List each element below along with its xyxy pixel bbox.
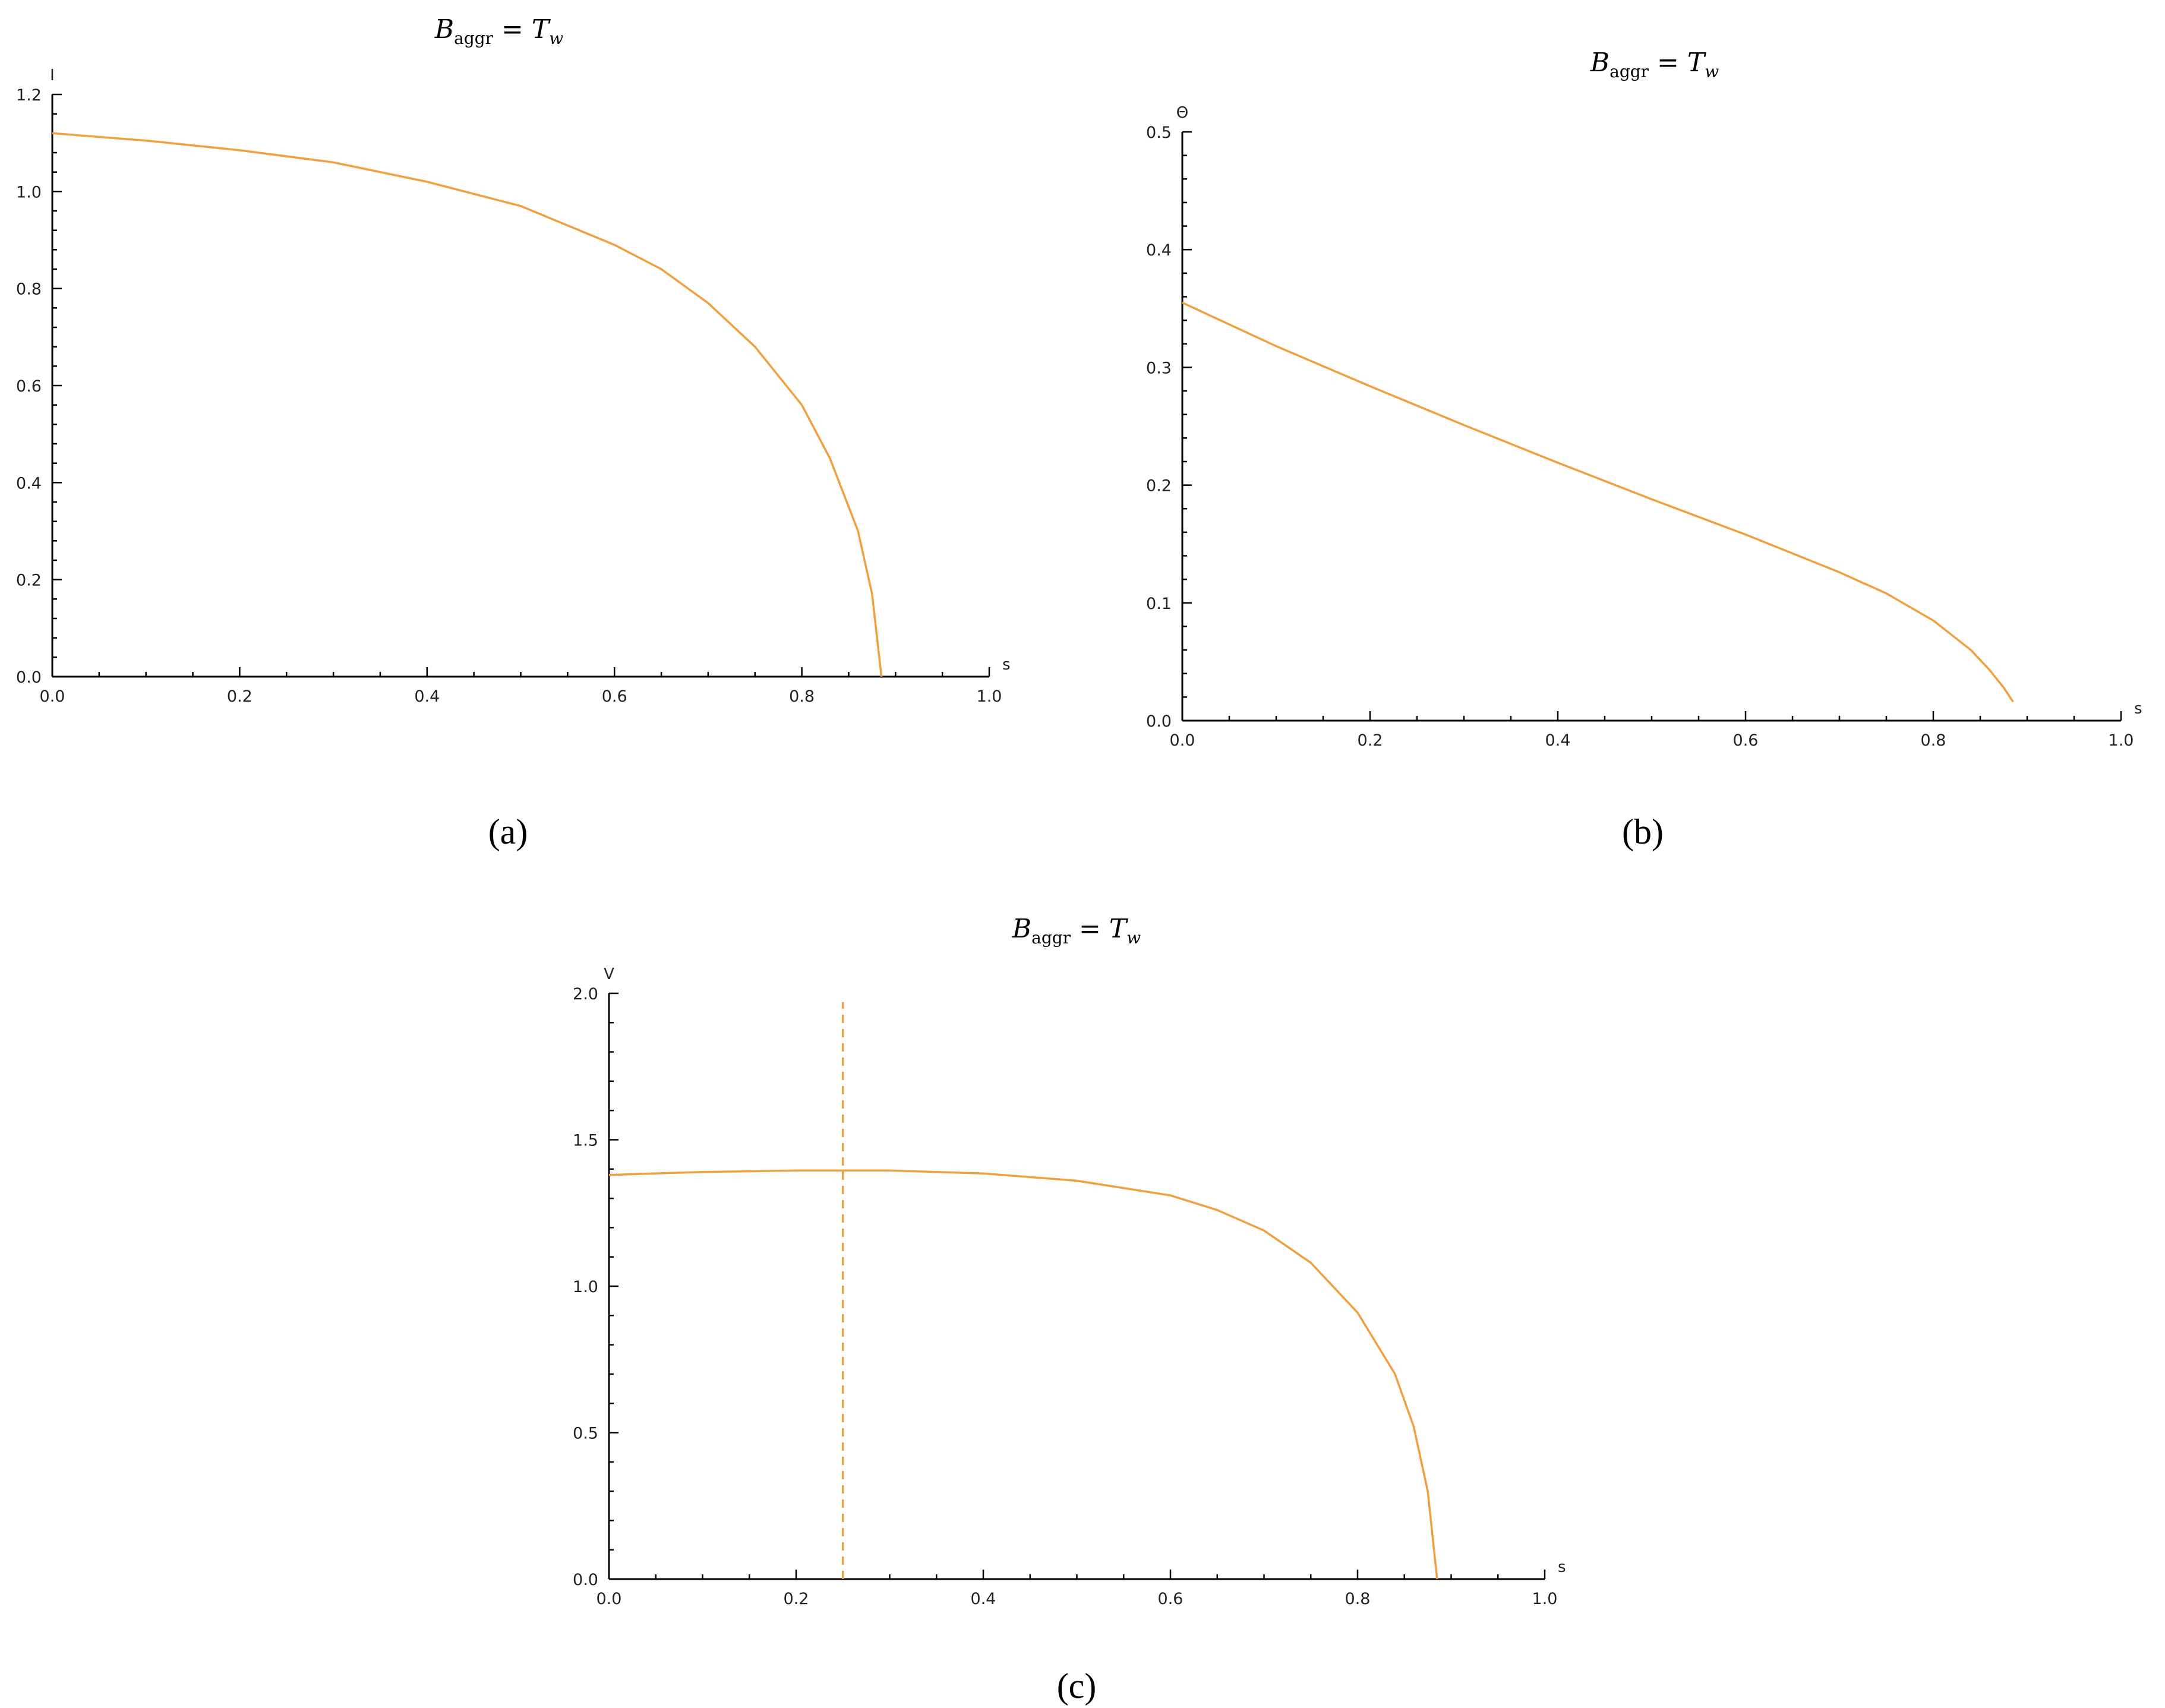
x-tick-label: 1.0 xyxy=(2109,731,2134,750)
panel-caption: (b) xyxy=(1622,812,1664,851)
chart-panel-1: Baggr = Tw 0.0 0.2 0.4 0.6 0.8 1.0 0.0 0.2 0.4 0.6… xyxy=(16,14,1011,851)
x-tick-label: 0.4 xyxy=(1545,731,1571,750)
chart-panel-3: Baggr = Tw 0.0 0.2 0.4 0.6 0.8 1.0 0.0 0.5 1.0 1.5… xyxy=(573,914,1566,1706)
x-tick-label: 0.4 xyxy=(971,1590,996,1608)
x-tick-label: 0.6 xyxy=(1158,1590,1184,1608)
y-tick-label: 0.5 xyxy=(1146,124,1172,142)
x-tick-label: 0.2 xyxy=(1358,731,1383,750)
chart-panel-2: Baggr = Tw 0.0 0.2 0.4 0.6 0.8 1.0 0.0 0.1 0.2 0.3… xyxy=(1146,48,2142,851)
y-axis-name: I xyxy=(50,67,55,84)
x-tick-label: 0.8 xyxy=(789,687,815,706)
y-tick-label: 0.0 xyxy=(1146,712,1172,731)
chart-title: Baggr = Tw xyxy=(1012,914,1141,948)
x-tick-label: 0.6 xyxy=(602,687,627,706)
y-axis-name: Θ xyxy=(1176,104,1188,122)
panel-caption: (c) xyxy=(1057,1666,1097,1706)
x-tick-label: 0.0 xyxy=(597,1590,622,1608)
y-tick-label: 0.8 xyxy=(16,280,42,299)
x-tick-label: 0.4 xyxy=(414,687,440,706)
x-tick-label: 0.6 xyxy=(1733,731,1759,750)
series-line xyxy=(608,1169,1438,1580)
y-tick-label: 0.4 xyxy=(16,474,42,492)
series-line xyxy=(1182,301,2014,703)
panel-caption: (a) xyxy=(488,812,528,851)
x-tick-label: 0.8 xyxy=(1345,1590,1371,1608)
x-tick-label: 0.2 xyxy=(227,687,253,706)
chart-title: Baggr = Tw xyxy=(434,14,563,48)
y-tick-label: 0.5 xyxy=(573,1425,598,1443)
y-tick-label: 1.0 xyxy=(16,183,42,201)
y-tick-label: 0.1 xyxy=(1146,595,1172,613)
x-axis-name: s xyxy=(1558,1558,1566,1576)
y-tick-label: 2.0 xyxy=(573,985,598,1003)
x-tick-label: 0.2 xyxy=(784,1590,809,1608)
y-tick-label: 1.2 xyxy=(16,86,42,105)
y-tick-label: 0.2 xyxy=(16,572,42,590)
y-tick-label: 0.4 xyxy=(1146,241,1172,260)
y-tick-label: 1.0 xyxy=(573,1278,598,1296)
y-tick-label: 0.0 xyxy=(573,1571,598,1589)
x-axis-name: s xyxy=(1002,656,1011,674)
x-tick-label: 0.0 xyxy=(1170,731,1195,750)
x-tick-label: 1.0 xyxy=(1532,1590,1558,1608)
y-tick-label: 0.3 xyxy=(1146,359,1172,377)
y-axis-name: V xyxy=(604,965,614,983)
chart-title: Baggr = Tw xyxy=(1590,48,1719,81)
y-tick-label: 0.0 xyxy=(16,668,42,687)
x-tick-label: 0.8 xyxy=(1921,731,1946,750)
x-tick-label: 1.0 xyxy=(977,687,1002,706)
x-axis-name: s xyxy=(2134,700,2142,718)
y-tick-label: 0.2 xyxy=(1146,477,1172,495)
y-tick-label: 1.5 xyxy=(573,1132,598,1150)
series-line xyxy=(52,132,883,677)
x-tick-label: 0.0 xyxy=(40,687,65,706)
y-tick-label: 0.6 xyxy=(16,377,42,396)
